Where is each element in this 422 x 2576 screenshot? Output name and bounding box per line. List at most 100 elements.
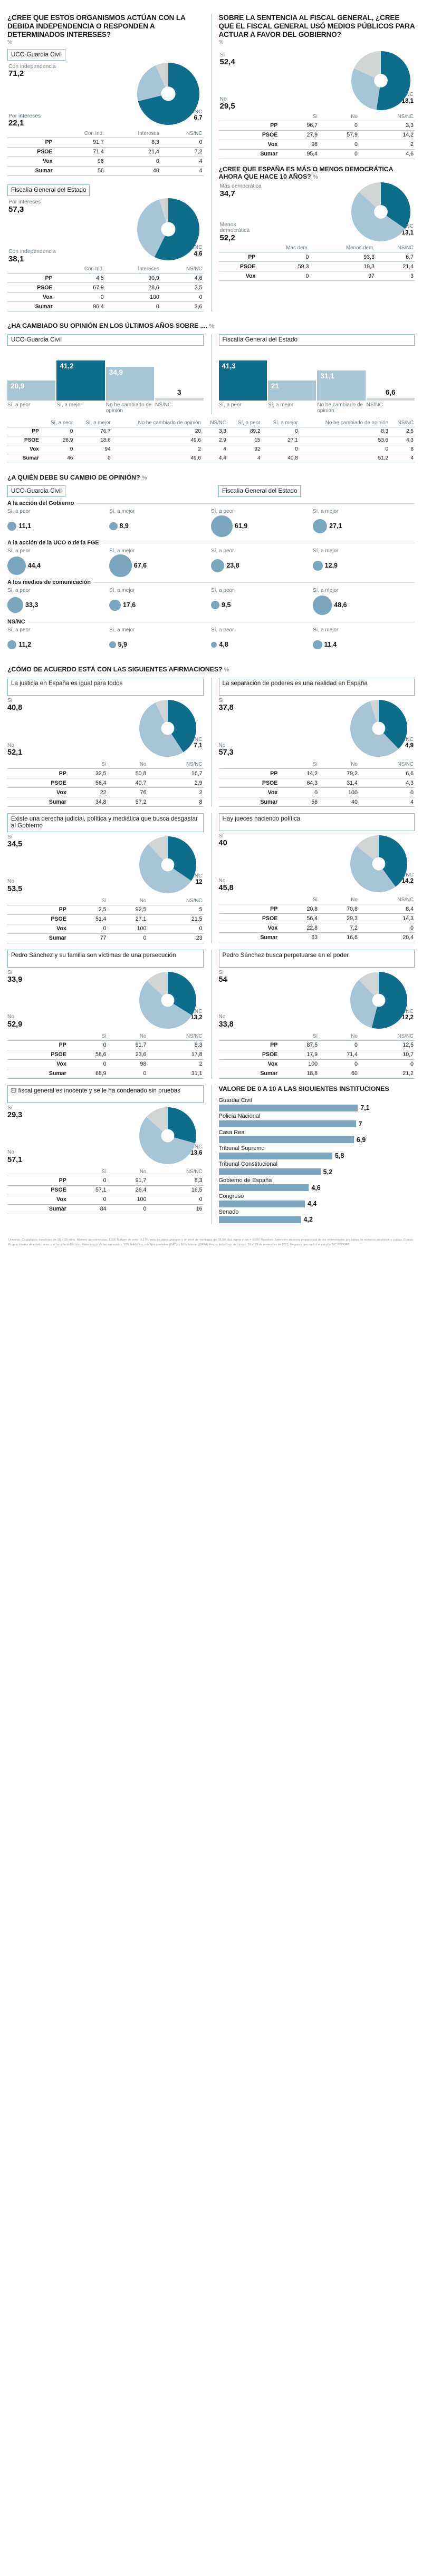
table-cell: Sumar xyxy=(7,1068,68,1079)
statement-label[interactable]: Pedro Sánchez y su familia son víctimas … xyxy=(7,949,204,968)
table-cell: 50,8 xyxy=(107,768,148,778)
table-cell: 4,4 xyxy=(202,453,227,463)
table-cell: Vox xyxy=(7,923,68,934)
table-header: NS/NC xyxy=(186,897,203,904)
table-cell: Vox xyxy=(218,787,279,797)
bubble-cell: Sí, a peor 11,2 xyxy=(7,627,109,655)
rank-value: 7 xyxy=(358,1120,362,1128)
statement-label[interactable]: Hay jueces haciendo política xyxy=(218,813,415,832)
agreement-item: La justicia en España es igual para todo… xyxy=(7,678,211,807)
table-row: Vox 0 97 3 xyxy=(218,271,415,281)
bar-column: 20,9 xyxy=(7,350,56,401)
table-cell: 22,8 xyxy=(279,923,319,933)
donut-label-bottom: Con independencia 38,1 xyxy=(8,249,56,264)
bubble-circle xyxy=(313,519,328,534)
table-row: Vox 0 100 0 xyxy=(218,787,415,797)
table-cell: PSOE xyxy=(7,435,40,445)
table-cell: 79,2 xyxy=(319,768,359,778)
table-cell: Vox xyxy=(7,444,40,454)
bar: 20,9 xyxy=(7,380,56,401)
table-header: No xyxy=(139,762,147,768)
table-cell: Sumar xyxy=(218,149,279,159)
column-divider xyxy=(210,813,212,943)
bar-chart-fge: 41,3 21 31,1 6,6 xyxy=(218,350,415,401)
bar-tick-label: Sí, a mejor xyxy=(267,402,294,408)
table-cell: Vox xyxy=(7,787,68,797)
agreement-item: Pedro Sánchez busca perpetuarse en el po… xyxy=(212,949,415,1079)
table-cell: 4 xyxy=(389,453,415,463)
rank-item: Gobierno de España 4,6 xyxy=(218,1177,415,1192)
table-header: No xyxy=(139,1168,147,1175)
label-nsnc: NS/NC 13,2 xyxy=(185,1008,203,1021)
table-q2: Sí No NS/NC PP 96,7 0 3,3 PSOE 27,9 57,9 14,2 Vox 98… xyxy=(218,113,415,159)
bubble-cell: Sí, a mejor 67,6 xyxy=(109,548,211,577)
statement-label[interactable]: Existe una derecha judicial, política y … xyxy=(7,813,204,832)
table-header: Intereses xyxy=(138,130,159,136)
panel-label-uco[interactable]: UCO-Guardia Civil xyxy=(7,48,65,61)
table-row: PSOE 64,3 31,4 4,3 xyxy=(218,778,415,788)
statement-label[interactable]: Pedro Sánchez busca perpetuarse en el po… xyxy=(218,949,415,968)
statement-label[interactable]: El fiscal general es inocente y se le ha… xyxy=(7,1085,204,1103)
table-cell: Sumar xyxy=(218,1068,279,1079)
question-7-title: VALORE DE 0 A 10 A LAS SIGUIENTES INSTIT… xyxy=(218,1085,389,1092)
table-cell: 56 xyxy=(53,165,105,176)
bubble-cell: Sí, a mejor 8,9 xyxy=(109,509,211,536)
panel-label-fge[interactable]: Fiscalía General del Estado xyxy=(7,184,90,197)
panel-label-fge[interactable]: Fiscalía General del Estado xyxy=(218,334,415,346)
table-cell: 0 xyxy=(160,137,204,148)
agreement-donut-wrap: Sí 34,5 No 53,5 NS/NC 12 xyxy=(7,834,204,896)
bubble-cell: Sí, a peor 23,8 xyxy=(211,548,313,576)
panel-label-fge[interactable]: Fiscalía General del Estado xyxy=(218,485,301,497)
bubble-circle xyxy=(211,601,220,610)
bubble-circle xyxy=(109,641,116,648)
question-2-title: SOBRE LA SENTENCIA AL FISCAL GENERAL, ¿C… xyxy=(218,14,415,38)
table-row: PP 32,5 50,8 16,7 xyxy=(7,768,204,778)
agreement-item: Hay jueces haciendo política Sí 40 No 45,8… xyxy=(212,813,415,943)
table-cell: 100 xyxy=(319,787,359,797)
table-cell: 0 xyxy=(256,252,310,262)
bubble-circle xyxy=(211,641,217,648)
bar-value: 20,9 xyxy=(11,382,25,390)
table-cell: 29,3 xyxy=(319,913,359,923)
table-cell: 4,5 xyxy=(53,273,105,283)
table-row: PP 0 91,7 8,3 xyxy=(7,1040,204,1050)
table-cell: PSOE xyxy=(7,147,54,157)
bar-value: 41,2 xyxy=(60,362,74,370)
panel-label-uco[interactable]: UCO-Guardia Civil xyxy=(7,485,65,497)
table-cell: 0 xyxy=(147,1194,204,1205)
bubble-cell: Sí, a mejor 17,6 xyxy=(109,588,211,616)
rank-item: Guardia Civil 7,1 xyxy=(218,1097,415,1111)
rank-bar xyxy=(218,1104,358,1111)
table-header: Con Ind. xyxy=(84,130,104,136)
question-4-block: ¿HA CAMBIADO SU OPINIÓN EN LOS ÚLTIMOS A… xyxy=(7,322,415,463)
table-cell: PSOE xyxy=(218,913,279,923)
table-cell: 4 xyxy=(160,156,204,167)
column-divider xyxy=(210,949,212,1079)
table-cell: PP xyxy=(7,1175,68,1186)
table-row: Sumar 68,9 0 31,1 xyxy=(7,1068,204,1079)
bubble-value: 27,1 xyxy=(329,522,342,530)
statement-label[interactable]: La justicia en España es igual para todo… xyxy=(7,678,204,696)
question-2-unit: % xyxy=(218,40,224,46)
bar-ticks-fge: Sí, a peor Sí, a mejor No he cambiado de o… xyxy=(219,402,415,414)
donut-svg xyxy=(139,971,196,1031)
table-cell: 8 xyxy=(147,797,204,807)
panel-label-uco[interactable]: UCO-Guardia Civil xyxy=(7,334,204,346)
bar-tick-label: No he cambiado de opinión xyxy=(317,402,363,414)
bar: 41,2 xyxy=(56,360,105,401)
bar: 31,1 xyxy=(317,370,366,401)
table-cell: 98 xyxy=(107,1059,148,1069)
statement-label[interactable]: La separación de poderes es una realidad… xyxy=(218,678,415,696)
section-row-1: ¿CREE QUE ESTOS ORGANISMOS ACTÚAN CON LA… xyxy=(7,14,415,312)
donut-q3: Más democrática 34,7 Menos democrática 5… xyxy=(219,181,415,243)
table-cell: 4,6 xyxy=(358,149,415,159)
table-row: PP 4,5 90,9 4,6 xyxy=(7,273,204,283)
bubble-caption: Sí, a mejor xyxy=(109,548,135,554)
bubble-caption: Sí, a peor xyxy=(211,588,234,594)
bubble-group-title: A los medios de comunicación xyxy=(7,579,91,586)
table-cell: 0 xyxy=(74,453,112,463)
donut-label-menos: Menos democrática 52,2 xyxy=(219,222,250,242)
bubble-value: 12,9 xyxy=(324,562,338,570)
table-row: Vox 0 100 0 xyxy=(7,1194,204,1205)
table-header: Intereses xyxy=(138,266,159,272)
